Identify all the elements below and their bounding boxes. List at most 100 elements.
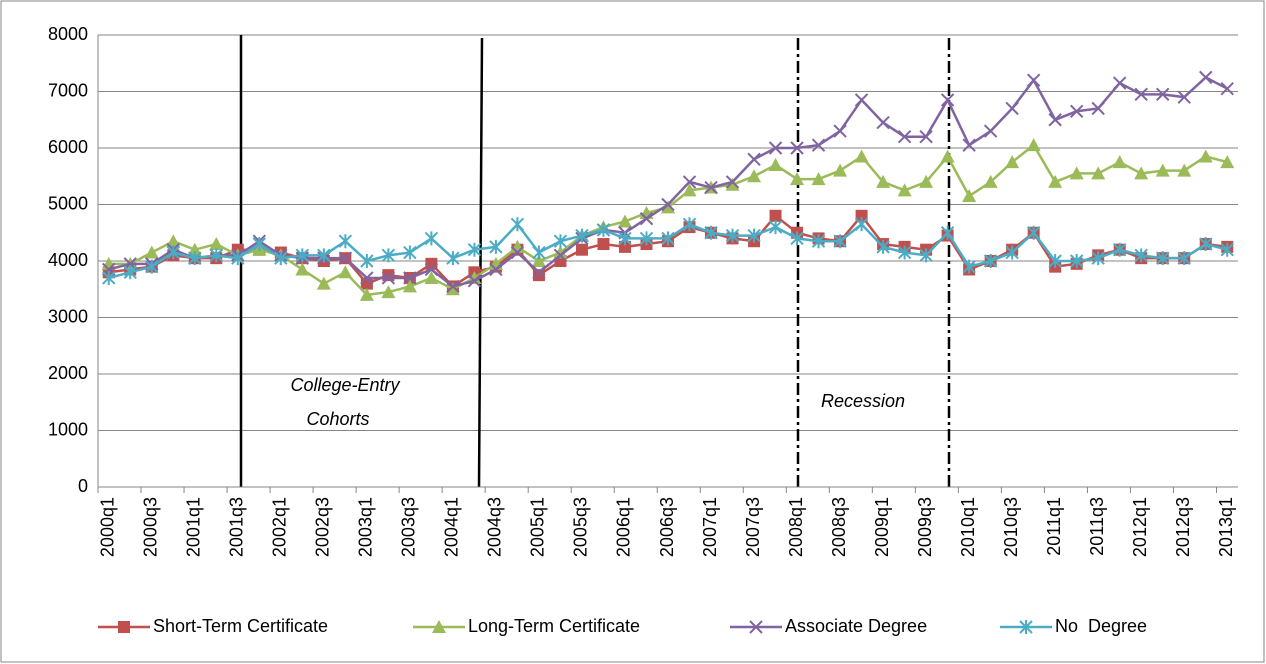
marker: [187, 242, 202, 256]
marker: [1026, 73, 1041, 87]
marker: [747, 228, 761, 243]
marker: [1134, 87, 1148, 102]
x-tick-label: 2009q1: [872, 497, 892, 557]
marker: [983, 174, 998, 188]
marker: [1134, 248, 1148, 263]
x-tick-label: 2006q1: [614, 497, 634, 557]
marker: [768, 157, 783, 171]
x-tick-label: 2007q3: [743, 497, 763, 557]
marker: [876, 239, 890, 254]
marker: [618, 231, 632, 246]
marker: [403, 245, 417, 260]
marker: [360, 254, 374, 268]
marker: [639, 211, 654, 226]
x-tick-label: 2005q1: [528, 497, 548, 557]
marker: [445, 282, 460, 296]
marker: [424, 231, 439, 246]
marker: [747, 152, 761, 167]
marker: [983, 254, 998, 268]
marker: [295, 262, 310, 276]
marker: [317, 248, 331, 263]
annotation: Recession: [821, 391, 905, 411]
x-tick-label: 2011q3: [1087, 497, 1107, 556]
marker: [1155, 163, 1170, 177]
marker: [682, 175, 697, 189]
marker: [402, 279, 417, 293]
marker: [1112, 242, 1127, 257]
marker: [1069, 104, 1084, 118]
x-tick-label: 2001q1: [184, 497, 204, 557]
marker: [1091, 251, 1105, 266]
marker: [446, 279, 460, 294]
annotation: Cohorts: [306, 409, 369, 429]
x-tick-label: 2000q1: [98, 497, 118, 557]
marker: [661, 197, 675, 212]
marker: [231, 251, 245, 266]
x-tick-label: 2009q3: [915, 497, 935, 557]
marker: [403, 271, 417, 285]
marker: [897, 183, 912, 197]
marker: [747, 169, 762, 183]
marker: [1199, 70, 1213, 85]
marker: [833, 124, 847, 138]
x-tick-label: 2004q3: [485, 497, 505, 557]
marker: [768, 141, 783, 155]
legend-label: Short-Term Certificate: [153, 616, 328, 636]
marker: [188, 251, 202, 266]
marker: [790, 141, 804, 155]
y-tick-label: 1000: [48, 419, 88, 439]
marker: [725, 228, 740, 243]
marker: [1019, 620, 1033, 634]
annotation: College-Entry: [290, 375, 400, 395]
x-tick-label: 2000q3: [141, 497, 161, 557]
marker: [209, 248, 224, 263]
marker: [510, 217, 525, 232]
marker: [1156, 251, 1170, 266]
marker: [725, 177, 740, 191]
marker: [661, 231, 675, 246]
marker: [360, 277, 373, 290]
marker: [962, 259, 976, 274]
marker: [144, 245, 159, 259]
marker: [790, 231, 804, 246]
marker: [102, 270, 116, 285]
marker: [919, 174, 934, 188]
marker: [617, 214, 632, 228]
marker: [769, 209, 782, 222]
marker: [1091, 101, 1105, 116]
marker: [1199, 237, 1213, 252]
marker: [618, 240, 631, 253]
marker: [855, 209, 868, 222]
marker: [749, 620, 763, 634]
marker: [1048, 174, 1063, 188]
marker: [553, 245, 568, 259]
y-tick-label: 6000: [48, 137, 88, 157]
marker: [983, 124, 998, 138]
marker: [467, 274, 482, 288]
marker: [833, 163, 848, 177]
marker: [1005, 245, 1019, 260]
marker: [1156, 87, 1170, 102]
marker: [338, 251, 353, 265]
marker: [1198, 149, 1213, 163]
marker: [381, 271, 396, 285]
marker: [811, 172, 826, 186]
x-tick-label: 2002q3: [313, 497, 333, 557]
marker: [166, 234, 181, 248]
y-tick-label: 3000: [48, 306, 88, 326]
y-tick-label: 8000: [48, 24, 88, 44]
x-tick-label: 2013q1: [1216, 497, 1236, 557]
marker: [166, 245, 180, 260]
marker: [1005, 101, 1019, 116]
marker: [1069, 254, 1084, 268]
marker: [510, 245, 525, 260]
marker: [553, 248, 568, 263]
x-tick-label: 2004q1: [442, 497, 462, 557]
marker: [532, 245, 546, 260]
x-tick-label: 2005q3: [571, 497, 591, 557]
x-tick-label: 2008q1: [786, 497, 806, 557]
x-tick-label: 2007q1: [700, 497, 720, 557]
marker: [467, 242, 482, 257]
marker: [425, 257, 438, 270]
marker: [359, 287, 374, 301]
